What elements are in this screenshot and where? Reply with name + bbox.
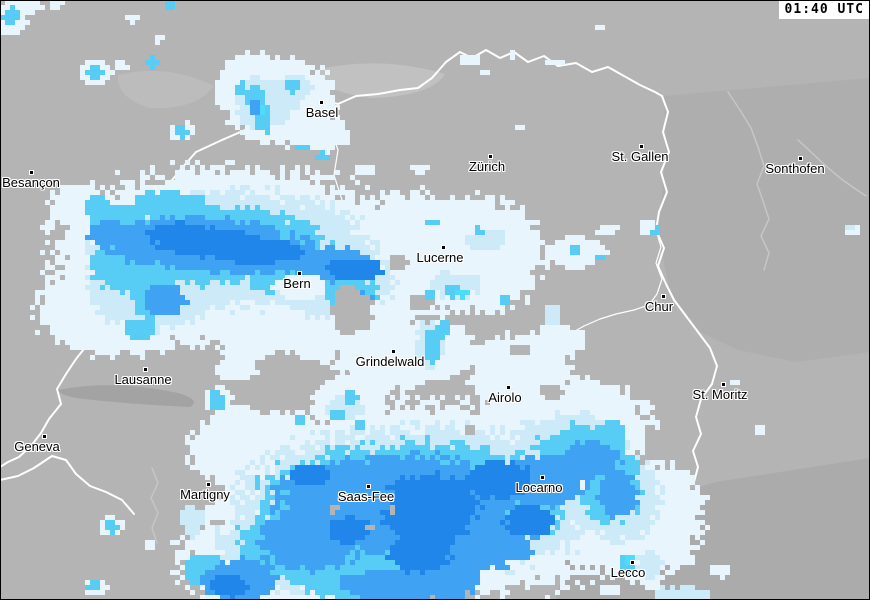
city-label: Zürich <box>468 159 506 174</box>
timestamp-badge: 01:40 UTC <box>778 1 869 19</box>
city-marker-dot <box>392 350 395 353</box>
city-label: Lausanne <box>114 372 172 387</box>
city-marker-dot <box>442 246 445 249</box>
city-label: Besançon <box>2 175 60 190</box>
city-marker-dot <box>298 272 301 275</box>
city-marker-dot <box>507 386 510 389</box>
city-label: Grindelwald <box>355 354 425 369</box>
city-marker-dot <box>662 295 665 298</box>
city-label: Sonthofen <box>765 161 825 176</box>
city-marker-dot <box>722 383 725 386</box>
city-marker-dot <box>320 101 323 104</box>
city-marker-dot <box>144 368 147 371</box>
city-label: Airolo <box>488 390 522 405</box>
city-label: Lucerne <box>416 250 464 265</box>
city-marker-dot <box>541 476 544 479</box>
city-marker-dot <box>43 435 46 438</box>
city-label: Locarno <box>515 480 563 495</box>
city-marker-dot <box>640 145 643 148</box>
city-label: Geneva <box>14 439 60 454</box>
city-label: Martigny <box>180 487 230 502</box>
city-marker-dot <box>489 155 492 158</box>
city-marker-dot <box>367 485 370 488</box>
city-marker-dot <box>207 483 210 486</box>
city-label: St. Gallen <box>611 149 669 164</box>
city-label: Saas-Fee <box>337 489 395 504</box>
city-marker-dot <box>799 157 802 160</box>
city-label: Basel <box>305 105 339 120</box>
city-label: Bern <box>283 276 311 291</box>
city-label: St. Moritz <box>692 387 748 402</box>
city-marker-dot <box>631 561 634 564</box>
city-label: Lecco <box>610 565 646 580</box>
city-label: Chur <box>644 299 674 314</box>
city-marker-dot <box>30 171 33 174</box>
